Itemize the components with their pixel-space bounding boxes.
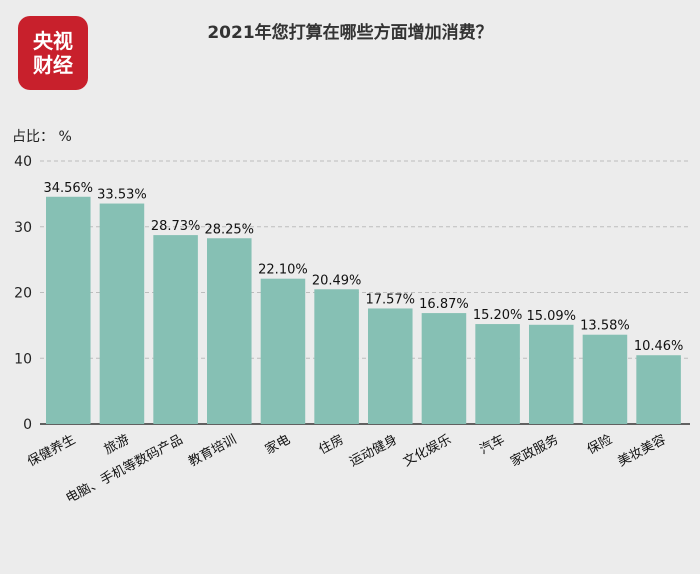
category-label: 住房 xyxy=(316,431,346,457)
bar xyxy=(99,203,145,424)
category-label: 保健养生 xyxy=(25,431,78,470)
category-label: 美妆美容 xyxy=(615,431,668,470)
bar xyxy=(260,278,306,424)
bar xyxy=(636,355,681,424)
bar-value-label: 20.49% xyxy=(312,273,362,288)
category-label: 教育培训 xyxy=(186,431,239,470)
category-label: 家电 xyxy=(262,431,292,457)
category-label: 保险 xyxy=(585,432,615,457)
bar xyxy=(153,235,198,424)
y-tick-label: 0 xyxy=(23,417,32,433)
bar xyxy=(529,324,574,424)
y-tick-label: 40 xyxy=(14,154,32,170)
bar-value-label: 10.46% xyxy=(634,339,684,354)
category-label: 文化娱乐 xyxy=(401,432,454,470)
bar xyxy=(314,289,359,424)
y-axis-unit-label: 占比： % xyxy=(12,129,72,145)
bar xyxy=(475,324,520,424)
cctv-finance-logo: 央视 财经 xyxy=(18,16,88,90)
bar xyxy=(46,196,91,424)
bar xyxy=(421,313,467,424)
bar-value-label: 13.58% xyxy=(580,319,630,334)
bar-value-label: 33.53% xyxy=(97,188,147,203)
logo-line2: 财经 xyxy=(33,53,73,77)
logo-line1: 央视 xyxy=(33,29,73,53)
bar-value-label: 28.73% xyxy=(151,219,201,234)
bar-value-label: 17.57% xyxy=(365,292,415,307)
y-tick-label: 20 xyxy=(14,286,32,302)
category-label: 家政服务 xyxy=(508,431,561,470)
chart-title: 2021年您打算在哪些方面增加消费？ xyxy=(207,23,493,43)
bar-value-label: 15.09% xyxy=(526,309,576,324)
category-label: 运动健身 xyxy=(347,431,400,470)
category-label: 旅游 xyxy=(102,432,132,457)
bar-value-label: 22.10% xyxy=(258,263,308,278)
y-tick-label: 10 xyxy=(14,351,32,367)
y-tick-label: 30 xyxy=(14,220,32,236)
bar-value-label: 34.56% xyxy=(43,181,93,196)
bar-value-label: 16.87% xyxy=(419,297,469,312)
bar xyxy=(207,238,252,424)
bar xyxy=(368,308,413,424)
bar xyxy=(582,334,628,424)
bar-value-label: 15.20% xyxy=(473,308,523,323)
category-label: 汽车 xyxy=(477,431,507,457)
bar-value-label: 28.25% xyxy=(204,222,254,237)
